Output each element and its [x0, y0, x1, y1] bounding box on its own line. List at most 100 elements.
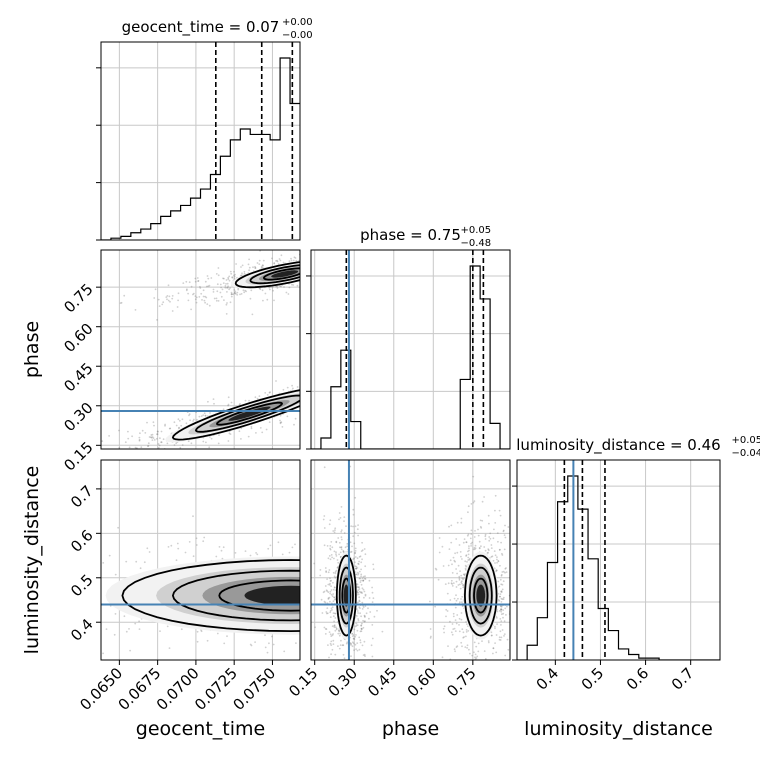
scatter-point — [71, 602, 73, 604]
scatter-point — [365, 595, 367, 597]
scatter-point — [454, 598, 456, 600]
x-tick-label: 0.4 — [533, 664, 563, 694]
scatter-point — [250, 290, 252, 292]
scatter-point — [371, 644, 373, 646]
scatter-point — [301, 275, 303, 277]
scatter-point — [159, 305, 161, 307]
scatter-point — [493, 560, 495, 562]
scatter-point — [461, 558, 463, 560]
scatter-point — [470, 545, 472, 547]
title-minus-error: −0.48 — [461, 238, 492, 249]
scatter-point — [382, 373, 384, 375]
scatter-point — [304, 280, 306, 282]
scatter-point — [307, 272, 309, 274]
scatter-point — [218, 274, 220, 276]
scatter-point — [206, 303, 208, 305]
scatter-point — [197, 277, 199, 279]
scatter-point — [340, 517, 342, 519]
scatter-point — [447, 610, 449, 612]
scatter-point — [496, 623, 498, 625]
scatter-point — [302, 260, 304, 262]
scatter-point — [465, 636, 467, 638]
scatter-point — [344, 401, 346, 403]
scatter-point — [359, 380, 361, 382]
scatter-point — [448, 565, 450, 567]
scatter-point — [597, 628, 599, 630]
scatter-point — [390, 255, 392, 257]
scatter-point — [332, 280, 334, 282]
scatter-point — [341, 261, 343, 263]
scatter-point — [196, 450, 198, 452]
scatter-point — [186, 422, 188, 424]
scatter-point — [456, 581, 458, 583]
scatter-point — [93, 619, 95, 621]
scatter-point — [502, 629, 504, 631]
scatter-point — [335, 378, 337, 380]
scatter-point — [450, 559, 452, 561]
scatter-point — [461, 612, 463, 614]
scatter-point — [10, 593, 12, 595]
scatter-point — [9, 608, 11, 610]
scatter-point — [450, 591, 452, 593]
scatter-point — [18, 474, 20, 476]
scatter-point — [357, 650, 359, 652]
scatter-point — [325, 628, 327, 630]
scatter-point — [236, 294, 238, 296]
scatter-point — [250, 298, 252, 300]
scatter-point — [354, 497, 356, 499]
scatter-point — [526, 603, 528, 605]
scatter-point — [363, 597, 365, 599]
scatter-point — [392, 629, 394, 631]
scatter-point — [316, 384, 318, 386]
scatter-point — [352, 368, 354, 370]
scatter-point — [193, 293, 195, 295]
scatter-point — [480, 527, 482, 529]
scatter-point — [455, 538, 457, 540]
scatter-point — [440, 558, 442, 560]
scatter-point — [217, 283, 219, 285]
scatter-point — [216, 290, 218, 292]
scatter-point — [328, 253, 330, 255]
scatter-point — [542, 624, 544, 626]
scatter-point — [304, 274, 306, 276]
scatter-point — [301, 262, 303, 264]
scatter-point — [359, 639, 361, 641]
scatter-point — [450, 542, 452, 544]
scatter-point — [269, 421, 271, 423]
scatter-point — [204, 302, 206, 304]
scatter-point — [410, 367, 412, 369]
scatter-point — [363, 661, 365, 663]
scatter-point — [390, 371, 392, 373]
scatter-point — [351, 260, 353, 262]
scatter-point — [223, 299, 225, 301]
scatter-point — [521, 618, 523, 620]
scatter-point — [312, 279, 314, 281]
scatter-point — [331, 619, 333, 621]
scatter-point — [231, 402, 233, 404]
scatter-point — [543, 575, 545, 577]
scatter-point — [464, 574, 466, 576]
scatter-point — [379, 617, 381, 619]
scatter-point — [474, 536, 476, 538]
scatter-point — [236, 292, 238, 294]
scatter-point — [443, 565, 445, 567]
scatter-point — [315, 669, 317, 671]
scatter-point — [16, 491, 18, 493]
scatter-point — [455, 630, 457, 632]
scatter-point — [318, 286, 320, 288]
scatter-point — [495, 660, 497, 662]
scatter-point — [264, 634, 266, 636]
scatter-point — [301, 278, 303, 280]
scatter-point — [375, 255, 377, 257]
scatter-point — [401, 366, 403, 368]
scatter-point — [235, 552, 237, 554]
scatter-point — [465, 565, 467, 567]
scatter-point — [404, 256, 406, 258]
scatter-point — [191, 286, 193, 288]
scatter-point — [333, 268, 335, 270]
scatter-point — [324, 627, 326, 629]
hist-bar — [537, 618, 547, 660]
scatter-point — [375, 247, 377, 249]
scatter-point — [74, 618, 76, 620]
hist-bar — [490, 423, 500, 449]
